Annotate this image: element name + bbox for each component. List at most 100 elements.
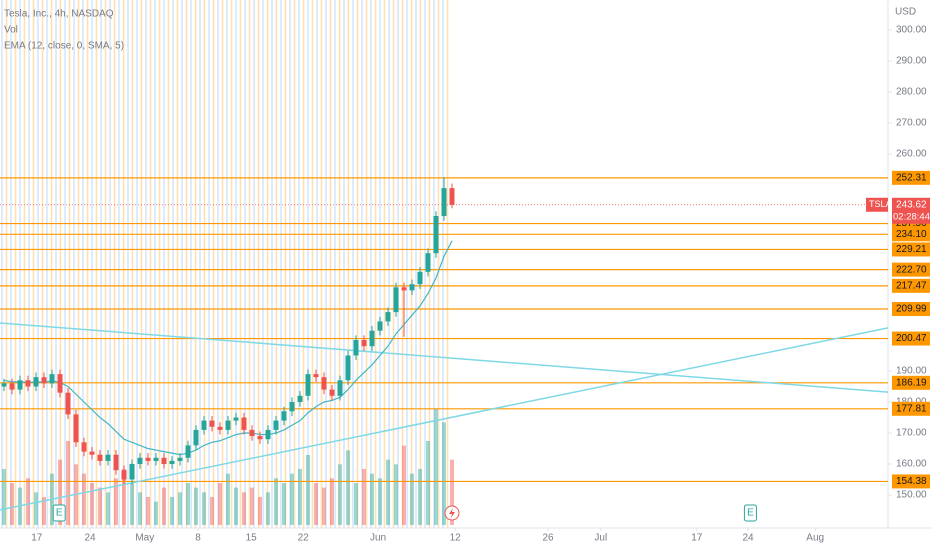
y-tick-label: 290.00 xyxy=(896,56,927,67)
candle-body xyxy=(121,470,127,480)
y-tick-label: 160.00 xyxy=(896,459,927,470)
chart-header: Vol xyxy=(4,25,18,36)
volume-bar xyxy=(386,459,390,525)
volume-bar xyxy=(202,492,206,525)
candle-body xyxy=(201,420,207,430)
x-tick-label: Aug xyxy=(806,533,824,544)
volume-bar xyxy=(322,487,326,525)
y-tick-label: 190.00 xyxy=(896,366,927,377)
event-label: E xyxy=(56,508,63,519)
candle-body xyxy=(41,377,47,384)
candle-body xyxy=(305,374,311,396)
volume-bar xyxy=(42,497,46,525)
volume-bar xyxy=(146,497,150,525)
x-tick-label: 24 xyxy=(84,533,96,544)
x-tick-label: May xyxy=(135,533,154,544)
level-label: 217.47 xyxy=(896,280,927,291)
level-label-box xyxy=(892,170,930,185)
volume-bar xyxy=(330,478,334,525)
chart-header: Tesla, Inc., 4h, NASDAQ xyxy=(4,9,114,20)
symbol-box xyxy=(866,197,888,212)
candle-body xyxy=(73,414,79,443)
candle-body xyxy=(57,374,63,393)
candle-body xyxy=(393,287,399,313)
volume-bar xyxy=(434,408,438,525)
volume-bar xyxy=(274,478,278,525)
candle-body xyxy=(409,284,415,291)
candle-body xyxy=(97,454,103,461)
candle-body xyxy=(241,417,247,430)
candle-body xyxy=(209,420,215,427)
candle-body xyxy=(361,340,367,347)
candle-body xyxy=(313,374,319,378)
candle-body xyxy=(265,429,271,440)
level-label: 222.70 xyxy=(896,264,927,275)
volume-bar xyxy=(410,473,414,525)
countdown-label: 02:28:44 xyxy=(893,211,930,222)
candle-body xyxy=(377,321,383,331)
candle-body xyxy=(161,457,167,464)
candle-body xyxy=(329,389,335,396)
candle-body xyxy=(17,380,23,390)
trend-line xyxy=(0,322,889,393)
last-price-box xyxy=(892,197,930,224)
volume-bar xyxy=(34,492,38,525)
candle-body xyxy=(145,457,151,461)
news-bolt xyxy=(449,508,455,518)
candle-body xyxy=(113,454,119,471)
volume-bar xyxy=(426,441,430,525)
candle-body xyxy=(129,464,135,480)
candle-body xyxy=(385,312,391,322)
last-price-label: 243.62 xyxy=(896,199,927,210)
candle-body xyxy=(257,436,263,440)
candle-body xyxy=(65,392,71,415)
volume-bar xyxy=(450,459,454,525)
candle-body xyxy=(289,402,295,412)
event-marker xyxy=(743,504,757,522)
volume-bar xyxy=(10,483,14,525)
level-label: 200.47 xyxy=(896,333,927,344)
level-label-box xyxy=(892,401,930,416)
volume-bar xyxy=(186,483,190,525)
x-tick-label: 15 xyxy=(246,533,258,544)
candle-body xyxy=(401,287,407,291)
volume-bar xyxy=(346,450,350,525)
event-marker xyxy=(52,504,66,522)
currency-label: USD xyxy=(895,7,916,18)
candle-body xyxy=(193,429,199,446)
volume-bar xyxy=(26,478,30,525)
volume-bar xyxy=(394,464,398,525)
candle-body xyxy=(81,442,87,452)
level-label: 154.38 xyxy=(896,476,927,487)
volume-bar xyxy=(170,497,174,525)
x-tick-label: 26 xyxy=(542,533,554,544)
candle-body xyxy=(25,380,31,387)
volume-bar xyxy=(130,483,134,525)
candle-body xyxy=(225,420,231,430)
candle-body xyxy=(297,395,303,402)
level-label-box xyxy=(892,242,930,257)
volume-bar xyxy=(122,469,126,525)
level-label-box xyxy=(892,278,930,293)
y-tick-label: 280.00 xyxy=(896,87,927,98)
x-tick-label: 17 xyxy=(691,533,703,544)
volume-bar xyxy=(282,483,286,525)
volume-bar xyxy=(290,473,294,525)
candle-body xyxy=(249,429,255,437)
candle-body xyxy=(105,454,111,461)
candle-body xyxy=(433,216,439,254)
volume-bar xyxy=(362,469,366,525)
candle-body xyxy=(217,426,223,430)
volume-bar xyxy=(154,501,158,525)
candle-body xyxy=(441,188,447,216)
volume-bar xyxy=(370,473,374,525)
volume-bar xyxy=(242,492,246,525)
level-label-box xyxy=(892,375,930,390)
volume-bar xyxy=(210,497,214,525)
candle-body xyxy=(369,330,375,347)
candle-body xyxy=(9,383,15,390)
x-tick-label: Jun xyxy=(370,533,386,544)
y-tick-label: 170.00 xyxy=(896,428,927,439)
volume-bar xyxy=(162,487,166,525)
y-tick-label: 150.00 xyxy=(896,490,927,501)
